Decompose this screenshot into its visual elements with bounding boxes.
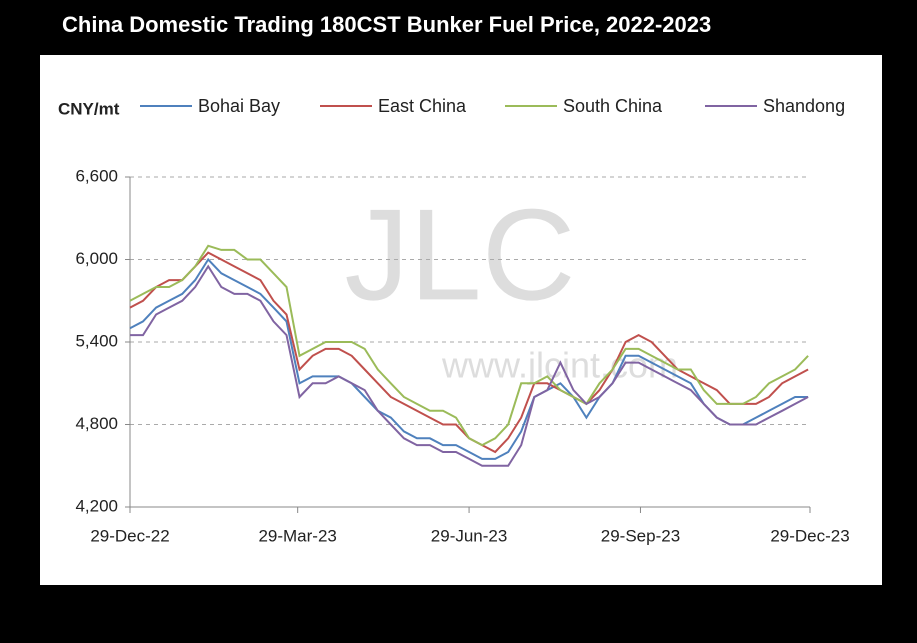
series-line bbox=[130, 264, 809, 467]
series-line bbox=[129, 244, 809, 447]
x-tick-label: 29-Dec-23 bbox=[770, 526, 849, 545]
chart-title: China Domestic Trading 180CST Bunker Fue… bbox=[62, 12, 711, 37]
x-tick-label: 29-Jun-23 bbox=[431, 526, 508, 545]
series-line bbox=[129, 257, 809, 460]
x-tick-label: 29-Dec-22 bbox=[90, 526, 169, 545]
legend-label: East China bbox=[378, 96, 467, 116]
legend-label: South China bbox=[563, 96, 663, 116]
legend-label: Bohai Bay bbox=[198, 96, 280, 116]
y-axis-label: CNY/mt bbox=[58, 99, 120, 118]
watermark: JLC bbox=[344, 181, 575, 327]
chart-panel bbox=[40, 55, 882, 585]
y-tick-label: 5,400 bbox=[75, 331, 118, 350]
y-tick-label: 4,200 bbox=[75, 496, 118, 515]
x-tick-label: 29-Sep-23 bbox=[601, 526, 680, 545]
y-tick-label: 4,800 bbox=[75, 414, 118, 433]
y-tick-label: 6,000 bbox=[75, 249, 118, 268]
x-tick-label: 29-Mar-23 bbox=[258, 526, 336, 545]
y-tick-label: 6,600 bbox=[75, 166, 118, 185]
legend-label: Shandong bbox=[763, 96, 845, 116]
